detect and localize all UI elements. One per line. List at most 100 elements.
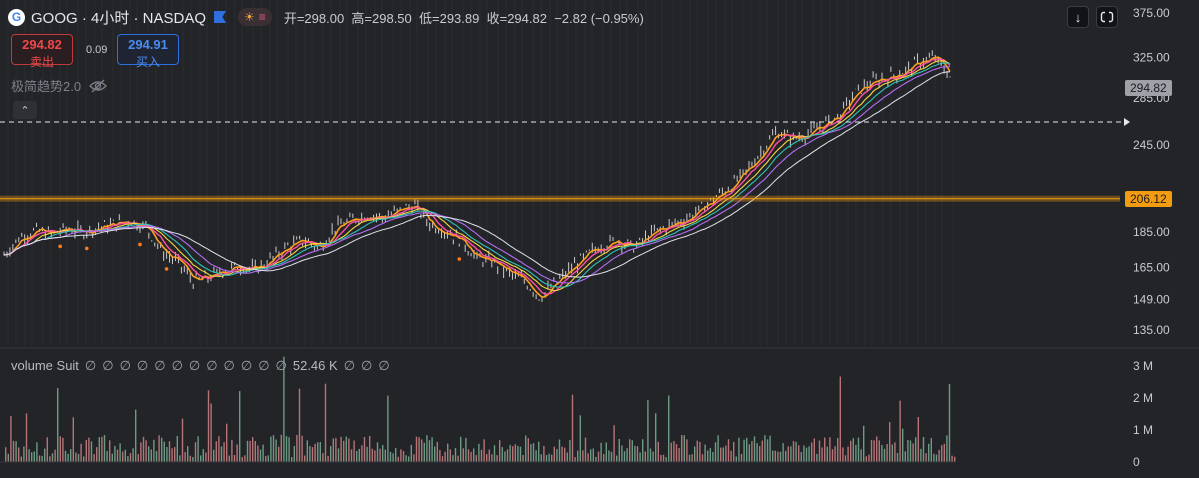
volume-bar bbox=[735, 456, 737, 462]
volume-bar bbox=[59, 436, 61, 462]
volume-bar bbox=[597, 451, 600, 462]
close-label: 收= bbox=[486, 10, 508, 26]
volume-bar bbox=[449, 449, 451, 462]
volume-bar bbox=[720, 447, 722, 462]
volume-bar bbox=[31, 452, 33, 462]
volume-bar bbox=[826, 446, 828, 462]
volume-bar bbox=[262, 444, 264, 462]
volume-bar bbox=[285, 436, 288, 462]
indicator-legend[interactable]: 极简趋势2.0 bbox=[11, 76, 107, 95]
volume-bar bbox=[691, 454, 693, 462]
volume-bar bbox=[335, 438, 337, 462]
volume-symbol: ∅ bbox=[361, 358, 373, 373]
volume-bar bbox=[491, 454, 493, 462]
volume-bar bbox=[756, 443, 758, 462]
volume-bar bbox=[595, 456, 597, 462]
volume-bar bbox=[343, 440, 345, 462]
volume-bar bbox=[293, 446, 295, 462]
volume-bar bbox=[543, 445, 545, 462]
volume-bar bbox=[587, 453, 589, 462]
volume-bar bbox=[137, 454, 139, 462]
sun-icon: ☀ bbox=[244, 10, 255, 24]
volume-bar bbox=[701, 454, 704, 462]
volume-bar bbox=[951, 455, 953, 462]
volume-bar bbox=[553, 446, 555, 462]
volume-bar bbox=[824, 437, 826, 462]
volume-bar bbox=[636, 446, 639, 462]
price-tick-label: 149.00 bbox=[1133, 292, 1170, 306]
ma-pink-line bbox=[3, 58, 951, 295]
volume-bar bbox=[938, 450, 940, 462]
volume-bar bbox=[332, 438, 334, 462]
volume-bar bbox=[616, 455, 618, 462]
volume-bar bbox=[337, 448, 340, 462]
volume-bar bbox=[395, 448, 397, 462]
low-value: 293.89 bbox=[439, 10, 480, 26]
volume-bar bbox=[652, 451, 654, 462]
volume-bar bbox=[215, 441, 217, 462]
signal-dot bbox=[84, 246, 89, 251]
volume-bar bbox=[410, 444, 412, 462]
volume-bar bbox=[415, 436, 418, 462]
buy-button[interactable]: 294.91 买入 bbox=[117, 34, 179, 69]
volume-bar bbox=[504, 451, 506, 462]
change-value: −2.82 (−0.95%) bbox=[554, 10, 644, 26]
volume-bar bbox=[116, 449, 119, 462]
volume-bar bbox=[80, 443, 82, 462]
ma-purple-line bbox=[3, 66, 951, 284]
volume-legend[interactable]: volume Suit ∅ ∅ ∅ ∅ ∅ ∅ ∅ ∅ ∅ ∅ ∅ ∅ 52.4… bbox=[11, 358, 390, 374]
volume-bar bbox=[265, 456, 267, 462]
volume-bar bbox=[231, 439, 233, 462]
volume-bar bbox=[922, 437, 925, 462]
price-tick-label: 375.00 bbox=[1133, 6, 1170, 20]
volume-bar bbox=[223, 442, 225, 462]
eye-off-icon[interactable] bbox=[89, 79, 107, 93]
volume-bar bbox=[85, 439, 87, 462]
volume-bar bbox=[514, 444, 516, 462]
sell-price: 294.82 bbox=[22, 37, 62, 52]
volume-bar bbox=[907, 439, 909, 462]
volume-bar bbox=[803, 445, 805, 462]
volume-bar bbox=[306, 440, 308, 462]
volume-bar bbox=[41, 455, 43, 462]
volume-bar bbox=[389, 451, 392, 462]
volume-bar bbox=[603, 454, 605, 462]
flag-icon[interactable] bbox=[214, 11, 227, 23]
volume-bar bbox=[548, 453, 550, 462]
volume-bar bbox=[259, 449, 262, 462]
volume-bar bbox=[686, 439, 688, 462]
session-toggle[interactable]: ☀ ≡ bbox=[238, 8, 272, 26]
volume-bar bbox=[930, 438, 932, 462]
volume-symbol: ∅ bbox=[119, 358, 131, 373]
price-tick-label: 245.00 bbox=[1133, 138, 1170, 152]
volume-bar bbox=[314, 443, 316, 462]
symbol-title[interactable]: GOOG · 4小时 · NASDAQ bbox=[31, 9, 207, 27]
volume-bar bbox=[501, 447, 503, 462]
volume-bar bbox=[309, 446, 311, 462]
volume-bar bbox=[631, 440, 633, 462]
price-tick-label: 325.00 bbox=[1133, 50, 1170, 64]
volume-bar bbox=[340, 436, 342, 462]
volume-bar bbox=[605, 442, 607, 462]
volume-bar bbox=[834, 446, 836, 462]
volume-bar bbox=[5, 447, 7, 462]
volume-bar bbox=[473, 448, 475, 462]
volume-bar bbox=[428, 440, 431, 462]
volume-bar bbox=[870, 440, 873, 462]
volume-bar bbox=[46, 437, 48, 462]
volume-bar bbox=[766, 439, 769, 462]
volume-bar bbox=[772, 450, 774, 462]
volume-bar bbox=[72, 417, 74, 462]
sell-button[interactable]: 294.82 卖出 bbox=[11, 34, 73, 69]
volume-bar bbox=[166, 447, 168, 462]
volume-bar bbox=[439, 450, 441, 462]
volume-bar bbox=[358, 448, 360, 462]
scroll-to-latest-button[interactable]: ↓ bbox=[1067, 6, 1089, 28]
volume-bar bbox=[200, 455, 202, 462]
volume-bar bbox=[909, 440, 912, 462]
reset-chart-button[interactable] bbox=[1096, 6, 1118, 28]
collapse-button[interactable]: ⌃ bbox=[13, 101, 37, 119]
volume-bar bbox=[584, 437, 587, 462]
signal-dot bbox=[138, 242, 142, 247]
